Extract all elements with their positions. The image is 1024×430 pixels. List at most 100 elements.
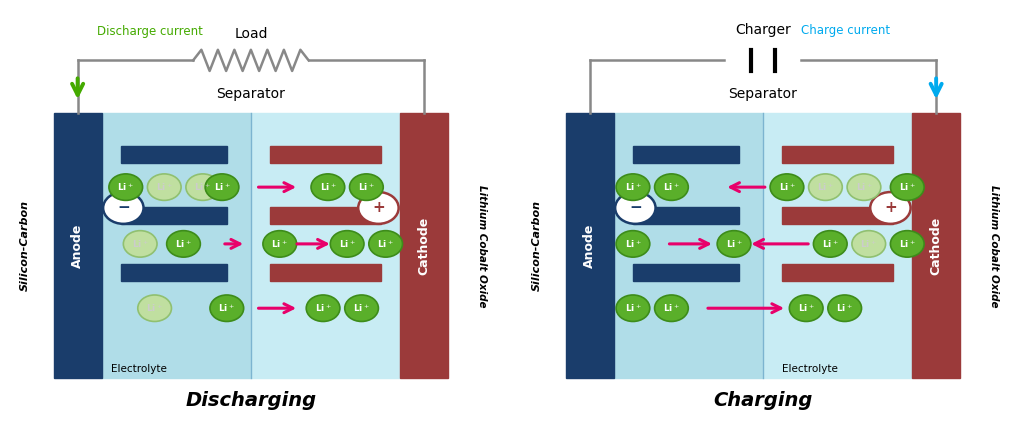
Text: Li$^+$: Li$^+$ xyxy=(664,181,680,193)
Text: Li$^+$: Li$^+$ xyxy=(146,302,163,314)
Text: Separator: Separator xyxy=(728,87,798,101)
Bar xyxy=(101,114,251,378)
Text: Li$^+$: Li$^+$ xyxy=(625,302,641,314)
Bar xyxy=(121,207,226,224)
Bar xyxy=(270,264,381,281)
Circle shape xyxy=(263,230,297,257)
Text: Li$^+$: Li$^+$ xyxy=(339,238,355,250)
Circle shape xyxy=(311,174,345,200)
Bar xyxy=(912,114,961,378)
Circle shape xyxy=(654,295,688,322)
Text: Electrolyte: Electrolyte xyxy=(782,364,838,374)
Circle shape xyxy=(358,192,398,224)
Circle shape xyxy=(615,192,655,224)
Text: Load: Load xyxy=(234,27,267,41)
Text: Li$^+$: Li$^+$ xyxy=(118,181,134,193)
Circle shape xyxy=(210,295,244,322)
Circle shape xyxy=(790,295,823,322)
Circle shape xyxy=(369,230,402,257)
Bar xyxy=(121,264,226,281)
Text: Lithium Cobalt Oxide: Lithium Cobalt Oxide xyxy=(989,184,998,307)
Circle shape xyxy=(852,230,886,257)
Text: Li$^+$: Li$^+$ xyxy=(726,238,742,250)
Bar xyxy=(565,114,613,378)
Text: +: + xyxy=(372,200,385,215)
Bar xyxy=(400,114,449,378)
Circle shape xyxy=(331,230,364,257)
Text: Li$^+$: Li$^+$ xyxy=(625,181,641,193)
Text: Li$^+$: Li$^+$ xyxy=(837,302,853,314)
Circle shape xyxy=(770,174,804,200)
Text: +: + xyxy=(884,200,897,215)
Text: Electrolyte: Electrolyte xyxy=(112,364,167,374)
Text: Li$^+$: Li$^+$ xyxy=(822,238,839,250)
Circle shape xyxy=(345,295,379,322)
Text: Cathode: Cathode xyxy=(930,217,943,275)
Circle shape xyxy=(103,192,143,224)
Circle shape xyxy=(809,174,843,200)
Text: Anode: Anode xyxy=(583,224,596,268)
Bar xyxy=(270,207,381,224)
Text: Li$^+$: Li$^+$ xyxy=(899,238,915,250)
Circle shape xyxy=(827,295,861,322)
Bar xyxy=(633,207,739,224)
Text: −: − xyxy=(117,200,130,215)
Bar xyxy=(613,114,763,378)
Text: Silicon-Carbon: Silicon-Carbon xyxy=(19,200,30,291)
Text: Li$^+$: Li$^+$ xyxy=(358,181,375,193)
Circle shape xyxy=(654,174,688,200)
Circle shape xyxy=(717,230,751,257)
Bar xyxy=(270,147,381,163)
Circle shape xyxy=(891,174,924,200)
Text: −: − xyxy=(629,200,642,215)
Text: Discharge current: Discharge current xyxy=(97,25,203,38)
Text: Separator: Separator xyxy=(216,87,286,101)
Circle shape xyxy=(306,295,340,322)
Circle shape xyxy=(138,295,171,322)
Circle shape xyxy=(109,174,142,200)
Circle shape xyxy=(616,174,650,200)
Text: Li$^+$: Li$^+$ xyxy=(271,238,288,250)
Text: Charging: Charging xyxy=(713,391,813,410)
Text: Li$^+$: Li$^+$ xyxy=(314,302,332,314)
Circle shape xyxy=(123,230,157,257)
Text: Li$^+$: Li$^+$ xyxy=(817,181,834,193)
Text: Li$^+$: Li$^+$ xyxy=(156,181,173,193)
Text: Li$^+$: Li$^+$ xyxy=(664,302,680,314)
Text: Li$^+$: Li$^+$ xyxy=(798,302,814,314)
Text: Li$^+$: Li$^+$ xyxy=(625,238,641,250)
Circle shape xyxy=(167,230,201,257)
Bar xyxy=(121,147,226,163)
Text: Cathode: Cathode xyxy=(418,217,431,275)
Text: Lithium Cobalt Oxide: Lithium Cobalt Oxide xyxy=(477,184,486,307)
Circle shape xyxy=(813,230,847,257)
Text: Li$^+$: Li$^+$ xyxy=(319,181,336,193)
Text: Li$^+$: Li$^+$ xyxy=(860,238,878,250)
Circle shape xyxy=(891,230,924,257)
Text: Li$^+$: Li$^+$ xyxy=(899,181,915,193)
Circle shape xyxy=(870,192,910,224)
Text: Li$^+$: Li$^+$ xyxy=(353,302,370,314)
Circle shape xyxy=(616,230,650,257)
Circle shape xyxy=(847,174,881,200)
Circle shape xyxy=(147,174,181,200)
Text: Li$^+$: Li$^+$ xyxy=(195,181,211,193)
Text: Li$^+$: Li$^+$ xyxy=(175,238,191,250)
Text: Li$^+$: Li$^+$ xyxy=(856,181,872,193)
Circle shape xyxy=(349,174,383,200)
Bar xyxy=(633,147,739,163)
Circle shape xyxy=(616,295,650,322)
Circle shape xyxy=(205,174,239,200)
Bar xyxy=(782,264,893,281)
Text: Li$^+$: Li$^+$ xyxy=(778,181,796,193)
Text: Li$^+$: Li$^+$ xyxy=(214,181,230,193)
Text: Li$^+$: Li$^+$ xyxy=(132,238,148,250)
Text: Silicon-Carbon: Silicon-Carbon xyxy=(531,200,542,291)
Bar xyxy=(633,264,739,281)
Bar xyxy=(782,147,893,163)
Text: Charger: Charger xyxy=(735,23,791,37)
Bar xyxy=(763,114,912,378)
Bar xyxy=(782,207,893,224)
Bar xyxy=(53,114,101,378)
Text: Anode: Anode xyxy=(71,224,84,268)
